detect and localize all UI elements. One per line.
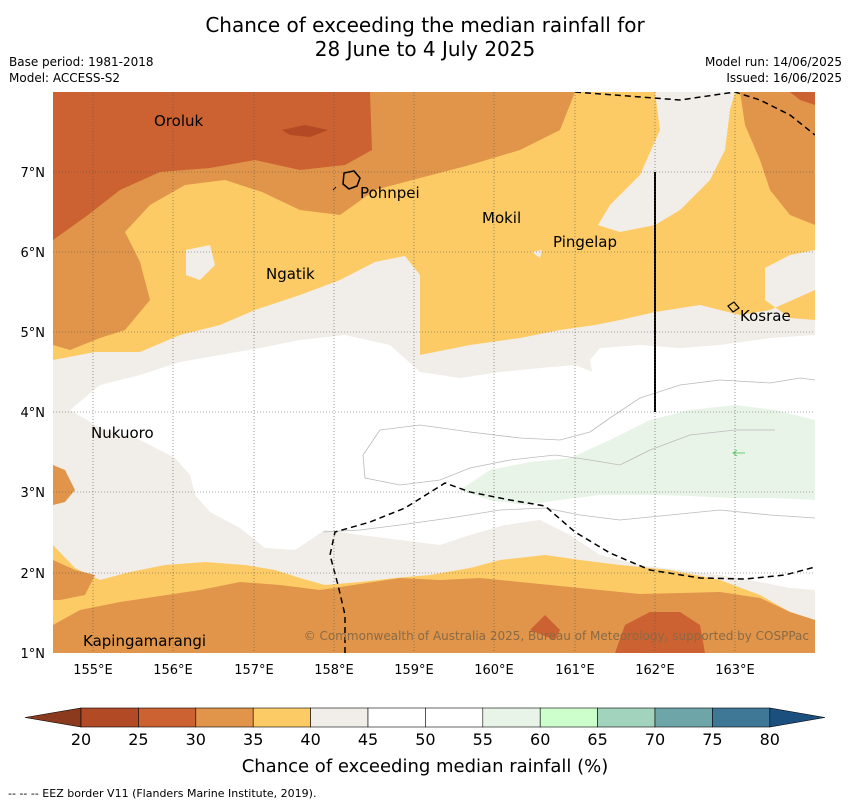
map-title-line2: 28 June to 4 July 2025 [314,37,536,61]
lat-label: 2°N [21,567,46,582]
lat-label: 4°N [21,406,46,421]
colorbar-extend-high [769,707,826,728]
lat-label: 1°N [21,647,46,662]
colorbar-swatch [597,707,656,728]
lon-label: 155°E [73,663,113,678]
colorbar-tick-label: 25 [128,730,148,749]
colorbar-tick-label: 70 [645,730,665,749]
lon-label: 157°E [234,663,274,678]
colorbar-tick-label: 80 [760,730,780,749]
contour-45-55-central [70,335,815,590]
colorbar-tick-label: 30 [186,730,206,749]
place-label-ngatik: Ngatik [266,265,315,283]
copyright-text: © Commonwealth of Australia 2025, Bureau… [304,629,809,643]
contour-25-30-south [530,612,705,653]
lon-label: 156°E [153,663,193,678]
colorbar-tick-label: 55 [473,730,493,749]
place-label-pohnpei: Pohnpei [360,184,420,202]
rainfall-map: Oroluk Pohnpei Mokil Pingelap Ngatik Kos… [21,92,815,678]
place-label-kosrae: Kosrae [740,307,791,325]
colorbar-tick-label: 65 [587,730,607,749]
colorbar-tick-label: 20 [71,730,91,749]
colorbar-swatch [539,707,598,728]
lat-label: 7°N [21,166,46,181]
contour-20-25-patch [282,125,328,137]
contour-line [362,429,775,486]
colorbar-swatch [310,707,369,728]
lon-label: 162°E [635,663,675,678]
lon-label: 163°E [715,663,755,678]
lat-label: 6°N [21,246,46,261]
colorbar-extend-low [24,707,82,728]
lat-label: 3°N [21,486,46,501]
place-label-oroluk: Oroluk [154,112,203,130]
colorbar-swatch [138,707,197,728]
lon-label: 161°E [555,663,595,678]
colorbar: 20 25 30 35 40 45 50 55 60 65 70 75 80 Chance of exc… [8,707,826,800]
place-label-pingelap: Pingelap [553,233,617,251]
colorbar-title: Chance of exceeding median rainfall (%) [242,756,609,777]
colorbar-tick-label: 75 [702,730,722,749]
place-label-nukuoro: Nukuoro [91,424,154,442]
lon-label: 158°E [314,663,354,678]
eez-border-line [329,482,815,653]
place-label-kapingamarangi: Kapingamarangi [83,632,206,650]
colorbar-swatch [712,707,771,728]
colorbar-labels: 20 25 30 35 40 45 50 55 60 65 70 75 80 [71,730,780,749]
colorbar-swatch [252,707,311,728]
contour-30-35-northeast [740,92,815,225]
lat-label: 5°N [21,326,46,341]
contour-40-45-patch [186,245,215,280]
colorbar-tick-label: 45 [358,730,378,749]
eez-footer-note: -- -- -- EEZ border V11 (Flanders Marine… [8,787,316,800]
eez-border-line [574,92,815,136]
island-shape [727,301,740,313]
model-run-text: Model run: 14/06/2025 [704,55,842,69]
colorbar-swatch [482,707,541,728]
colorbar-swatch [80,707,139,728]
model-text: Model: ACCESS-S2 [9,71,121,85]
contour-40-45-northeast [598,92,735,232]
island-shape [342,170,361,190]
colorbar-swatch [367,707,426,728]
contour-55-60 [460,405,815,505]
colorbar-tick-label: 40 [300,730,320,749]
colorbar-tick-label: 35 [243,730,263,749]
colorbar-swatches [24,707,826,728]
colorbar-swatch [425,707,484,728]
island-shape [332,186,337,191]
colorbar-swatch [195,707,254,728]
colorbar-tick-label: 50 [415,730,435,749]
map-gridlines [53,92,815,653]
map-title-line1: Chance of exceeding the median rainfall … [205,13,645,37]
base-period-text: Base period: 1981-2018 [9,55,154,69]
contour-25-30-northeast [790,92,815,105]
contour-30-35-west [53,465,95,600]
lon-label: 159°E [394,663,434,678]
lon-label: 160°E [474,663,514,678]
issued-text: Issued: 16/06/2025 [726,71,842,85]
contour-line [362,377,815,456]
colorbar-swatch [654,707,713,728]
contour-line [322,507,815,533]
place-label-mokil: Mokil [482,209,521,227]
colorbar-tick-label: 60 [530,730,550,749]
